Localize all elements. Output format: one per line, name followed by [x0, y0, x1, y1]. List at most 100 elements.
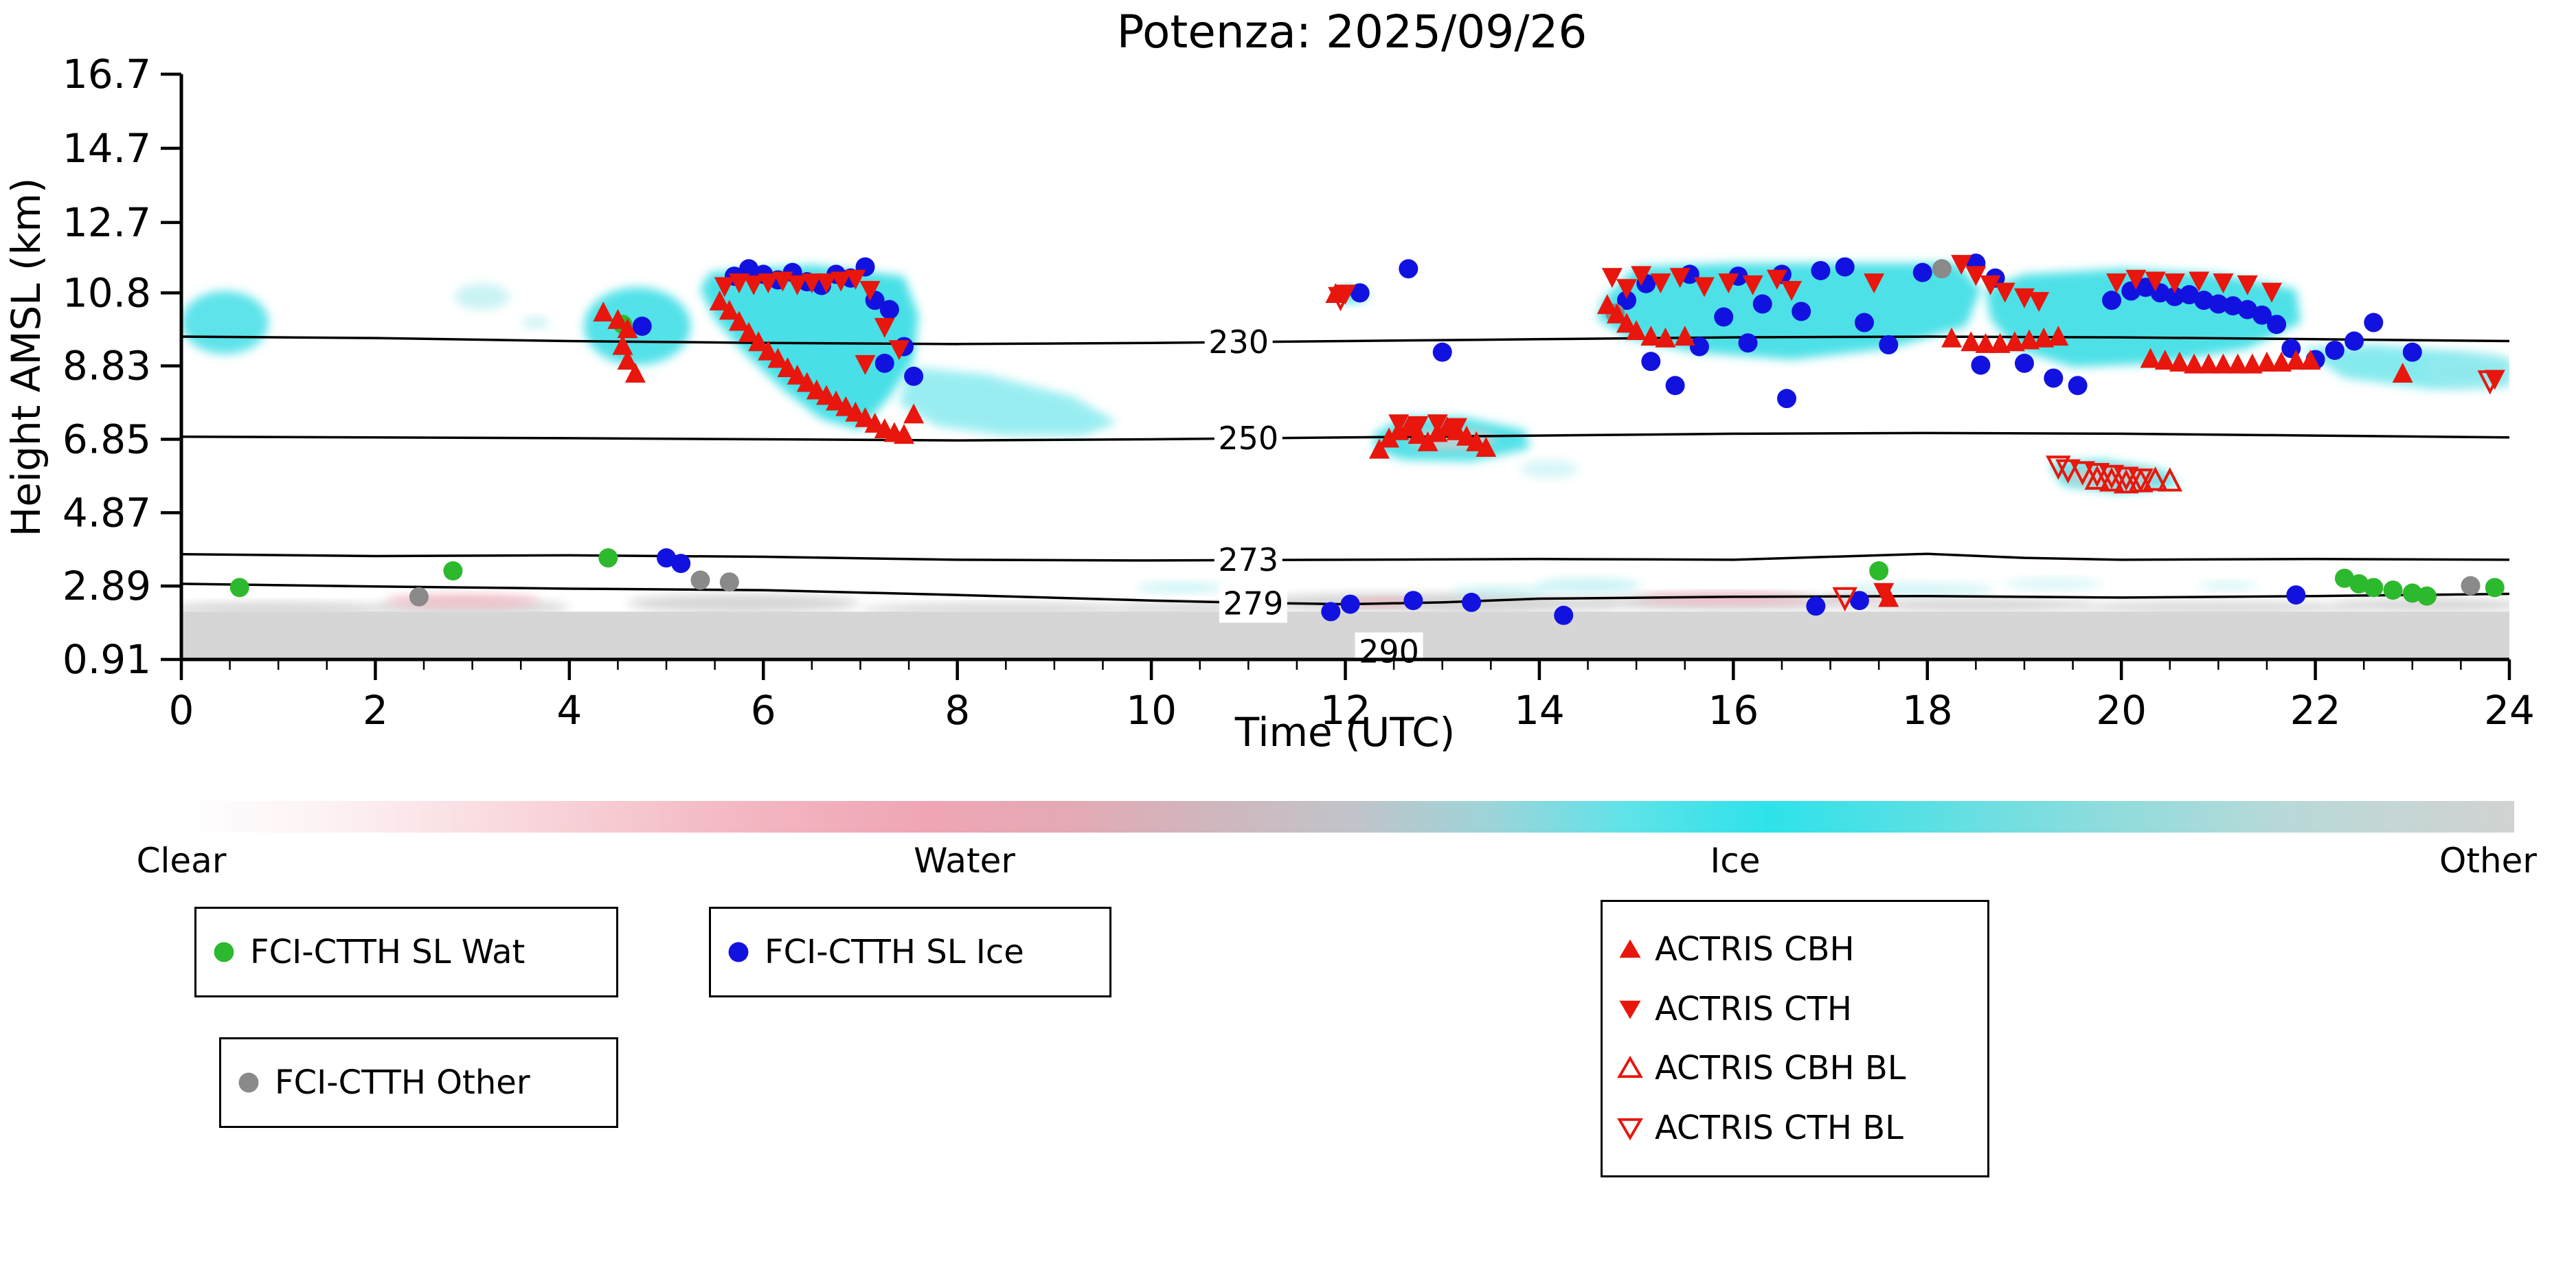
cbh-point: [767, 348, 789, 368]
cloud-patch: [455, 283, 510, 310]
cloud-patch: [521, 316, 550, 329]
surface-bump: [2072, 601, 2364, 613]
cth-point: [1650, 273, 1671, 294]
cth-point: [743, 275, 765, 295]
surface-bump: [181, 602, 395, 615]
red-open-triangle-up-icon: [1617, 1056, 1643, 1078]
colorbar-label-ice: Ice: [1710, 841, 1761, 881]
legend-fci-ctth-other: FCI-CTTH Other: [219, 1037, 618, 1128]
cth-point: [1864, 273, 1885, 294]
ice-point: [904, 366, 924, 386]
cbh-point: [2154, 350, 2176, 370]
cbh-point: [1640, 326, 1662, 346]
cth-point: [2029, 292, 2050, 313]
wat-point: [1869, 561, 1889, 581]
legend-row-cth: ACTRIS CTH: [1616, 990, 1980, 1028]
red-open-triangle-down-icon: [1617, 1118, 1643, 1141]
isotherm-label-bg: [1355, 632, 1423, 671]
x-tick-label: 6: [751, 687, 776, 734]
cth_bl-point: [1328, 286, 1353, 312]
cth-point: [1427, 414, 1448, 435]
cbh-point: [1476, 436, 1497, 457]
ice-point: [2237, 300, 2257, 319]
isotherm-label-bg: [1204, 323, 1273, 362]
ice-point: [1641, 352, 1661, 372]
cbh-point: [777, 357, 798, 377]
other-point: [719, 572, 739, 592]
cth-point: [1781, 280, 1803, 301]
cth-point: [1601, 268, 1623, 289]
ice-point: [632, 316, 652, 336]
cbh-point: [617, 350, 638, 370]
cbh-point: [1989, 332, 2011, 353]
ice-point: [2252, 305, 2272, 325]
cbh-point: [607, 308, 629, 329]
cth-point: [758, 273, 779, 294]
series-cbh: [593, 283, 2413, 607]
y-tick-label: 10.8: [63, 269, 151, 316]
cth-point: [859, 280, 881, 301]
ice-point: [879, 300, 899, 319]
x-axis-label: Time (UTC): [1234, 709, 1456, 756]
ice-point: [874, 353, 894, 373]
ice-point: [1432, 342, 1452, 362]
cbh-point: [2004, 331, 2025, 352]
x-tick-label: 16: [1708, 687, 1759, 734]
cbh-point: [709, 290, 730, 310]
cbh_bl-point: [2099, 467, 2125, 492]
x-tick-label: 24: [2484, 687, 2535, 734]
colorbar-label-other: Other: [2439, 841, 2537, 881]
cloud-patch: [181, 291, 269, 354]
cth-point: [1693, 277, 1715, 297]
ice-point: [1971, 355, 1991, 375]
colorbar-label-clear: Clear: [136, 841, 227, 881]
ice-point: [1849, 591, 1869, 611]
legend-label-cth-bl: ACTRIS CTH BL: [1655, 1109, 1903, 1148]
wat-point: [2485, 578, 2505, 598]
blue-circle-icon: [728, 942, 749, 962]
isotherm-line-250: [181, 431, 2510, 442]
colorbar-label-water: Water: [914, 841, 1015, 881]
cbh_bl-point: [2084, 465, 2110, 490]
cloud-patch: [1597, 263, 1981, 360]
cbh-point: [2169, 351, 2190, 372]
cth-point: [2213, 273, 2234, 294]
isotherm-label-bg: [1214, 540, 1283, 579]
other-point: [409, 587, 429, 607]
isotherm-label-bg: [1214, 418, 1283, 457]
cbh_bl-point: [2157, 467, 2183, 492]
cbh-point: [1941, 327, 1963, 348]
y-axis-label: Height AMSL (km): [3, 177, 49, 537]
gray-circle-icon: [238, 1072, 259, 1093]
ice-point: [1879, 335, 1899, 354]
isotherm-line-273: [181, 552, 2510, 562]
cloud-patch: [1534, 578, 1642, 594]
wat-point: [2383, 580, 2403, 600]
cbh-point: [1975, 332, 1996, 353]
ice-point: [1321, 602, 1341, 622]
ice-point: [2267, 315, 2287, 335]
cbh-point: [1674, 326, 1695, 346]
ice-point: [1554, 605, 1574, 625]
y-tick-label: 0.91: [63, 636, 151, 683]
y-tick-label: 8.83: [63, 343, 151, 389]
ice-point: [2286, 585, 2306, 605]
wat-point: [2349, 574, 2369, 594]
cbh-point: [719, 300, 740, 320]
ice-point: [1617, 291, 1637, 310]
cth-point: [2261, 282, 2283, 303]
ice-point: [1752, 294, 1772, 314]
cth-point: [1965, 266, 1987, 286]
cth-point: [1718, 273, 1739, 294]
cloud-patch: [2421, 352, 2509, 389]
ice-point: [2345, 331, 2364, 351]
cbh-point: [1325, 283, 1346, 304]
ice-point: [2165, 286, 2184, 306]
cth-point: [855, 354, 876, 375]
cbh-point: [1626, 320, 1647, 341]
cth-point: [1408, 416, 1429, 436]
cth-point: [831, 271, 852, 292]
cbh-point: [748, 331, 769, 352]
cth-point: [845, 269, 866, 290]
cth-point: [2106, 273, 2127, 294]
